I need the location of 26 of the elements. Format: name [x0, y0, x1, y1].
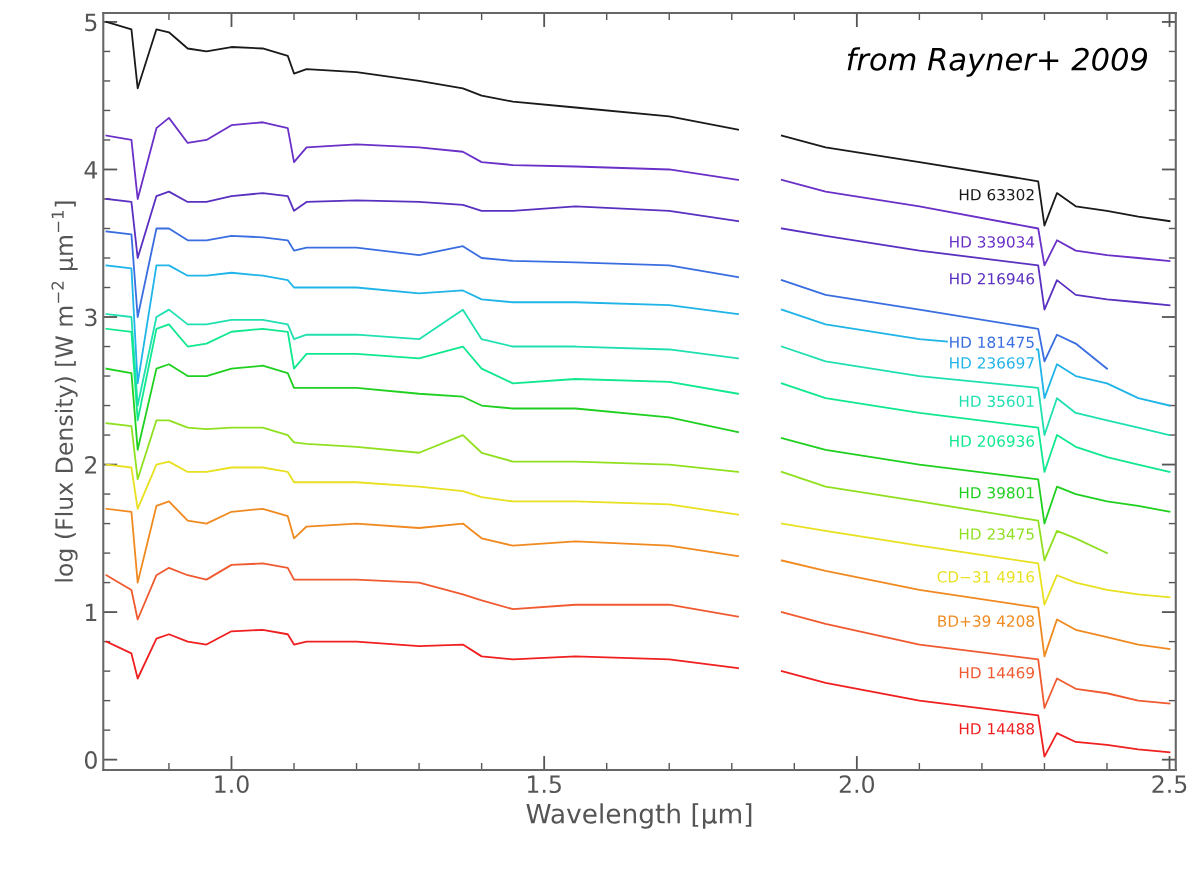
- series-label: HD 236697: [950, 357, 1034, 369]
- series-label: HD 39801: [959, 486, 1034, 499]
- series-label: HD 35601: [959, 395, 1034, 408]
- y-tick-label: 3: [85, 308, 97, 327]
- y-tick-label: 0: [84, 751, 97, 769]
- annotation: from Rayner+ 2009: [847, 47, 1148, 77]
- x-tick-label: 1.5: [527, 775, 561, 794]
- y-axis-title: log (Flux Density) [W m$^{−2}$ µm$^{−1}$]: [51, 201, 78, 582]
- series-label: HD 181475: [950, 336, 1034, 349]
- series-label: HD 23475: [959, 528, 1034, 540]
- x-tick-label: 1.0: [215, 775, 249, 794]
- x-tick-label: 2.0: [839, 775, 875, 794]
- y-tick-label: 2: [85, 456, 97, 474]
- series-label: HD 14488: [959, 723, 1035, 735]
- y-tick-label: 4: [84, 161, 98, 179]
- series-label: HD 14469: [959, 666, 1034, 679]
- series-label: HD 206936: [950, 435, 1035, 447]
- y-tick-label: 1: [86, 603, 97, 622]
- series-label: HD 339034: [950, 236, 1035, 248]
- series-label: CD−31 4916: [937, 571, 1035, 583]
- x-axis-title: Wavelength [µm]: [526, 803, 752, 829]
- series-label: BD+39 4208: [938, 615, 1035, 627]
- x-tick-label: 2.5: [1152, 775, 1187, 794]
- y-tick-label: 5: [85, 13, 97, 32]
- series-label: HD 216946: [950, 273, 1035, 285]
- series-label: HD 63302: [959, 188, 1034, 201]
